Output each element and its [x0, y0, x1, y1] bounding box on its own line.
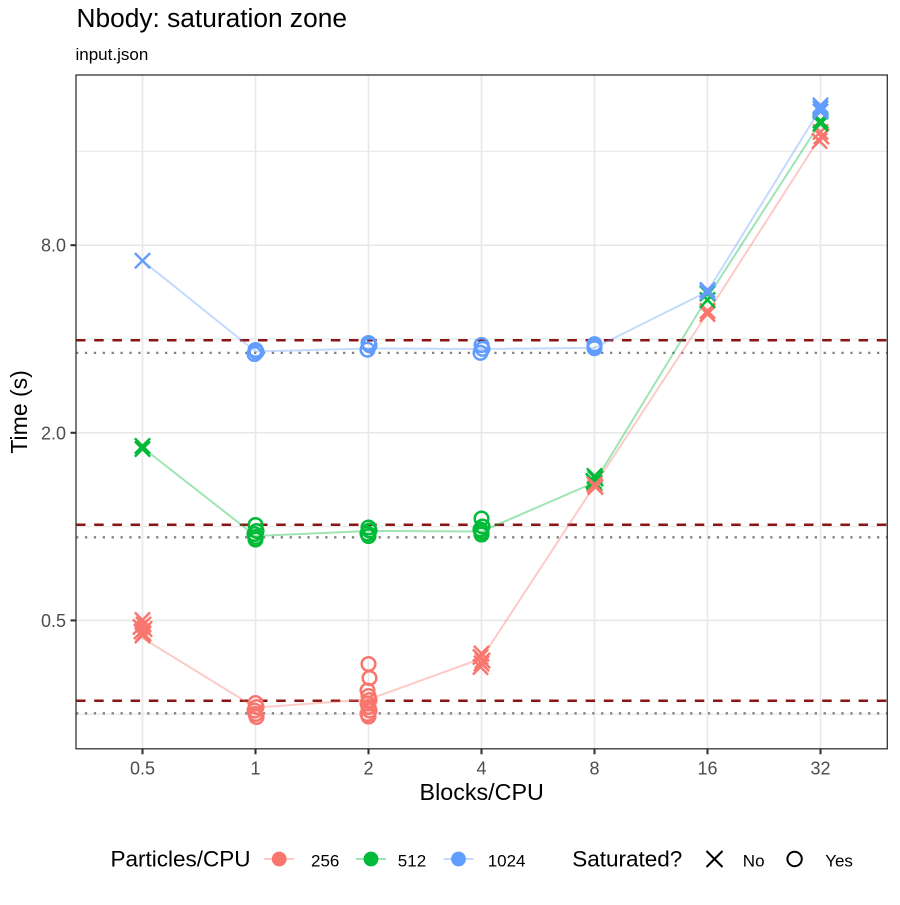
svg-text:input.json: input.json — [76, 45, 149, 64]
svg-text:Yes: Yes — [825, 852, 853, 871]
svg-text:No: No — [743, 852, 765, 871]
svg-text:1024: 1024 — [488, 852, 526, 871]
svg-text:8.0: 8.0 — [41, 236, 66, 256]
svg-text:1: 1 — [250, 759, 260, 779]
svg-text:0.5: 0.5 — [41, 611, 66, 631]
svg-text:32: 32 — [810, 759, 830, 779]
svg-text:16: 16 — [697, 759, 717, 779]
svg-text:256: 256 — [311, 852, 339, 871]
svg-text:Time (s): Time (s) — [6, 370, 32, 453]
svg-text:Blocks/CPU: Blocks/CPU — [420, 779, 544, 805]
svg-text:8: 8 — [589, 759, 599, 779]
svg-text:Saturated?: Saturated? — [572, 847, 682, 872]
svg-text:2: 2 — [363, 759, 373, 779]
svg-text:0.5: 0.5 — [130, 759, 155, 779]
svg-text:4: 4 — [476, 759, 486, 779]
svg-text:512: 512 — [398, 852, 426, 871]
svg-text:Nbody: saturation zone: Nbody: saturation zone — [77, 3, 347, 33]
svg-text:Particles/CPU: Particles/CPU — [111, 847, 251, 872]
svg-text:2.0: 2.0 — [41, 423, 66, 443]
